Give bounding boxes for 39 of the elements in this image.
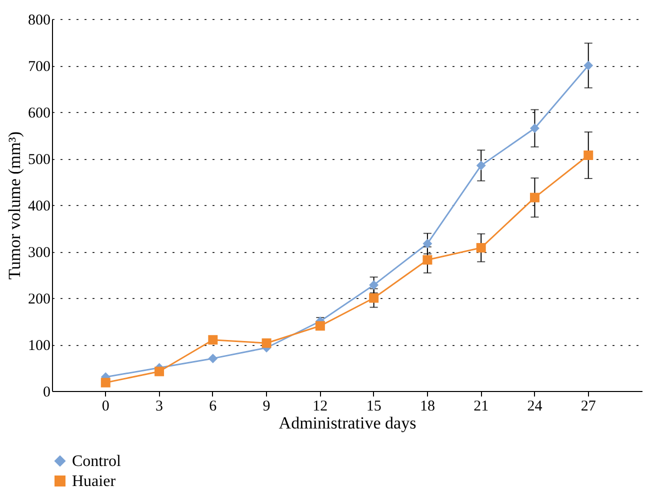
x-tick-label: 24 bbox=[527, 398, 543, 414]
x-tick-label: 0 bbox=[102, 398, 110, 414]
y-tick-label: 600 bbox=[28, 106, 50, 122]
y-tick-label: 200 bbox=[28, 292, 50, 308]
legend-label: Control bbox=[72, 453, 122, 470]
y-tick-label: 400 bbox=[28, 198, 50, 214]
y-tick-label: 700 bbox=[28, 59, 50, 75]
point bbox=[530, 192, 540, 202]
point bbox=[476, 160, 486, 170]
legend-label: Huaier bbox=[72, 473, 116, 490]
point bbox=[262, 338, 272, 348]
x-tick-label: 21 bbox=[474, 398, 489, 414]
y-tick-label: 500 bbox=[28, 152, 50, 168]
point bbox=[369, 293, 379, 303]
x-tick-label: 18 bbox=[420, 398, 435, 414]
y-tick-label: 0 bbox=[43, 384, 50, 400]
point bbox=[208, 335, 218, 345]
point bbox=[530, 124, 540, 134]
y-tick-label: 100 bbox=[28, 338, 50, 354]
x-tick-label: 9 bbox=[262, 398, 270, 414]
x-tick-label: 6 bbox=[209, 398, 218, 414]
point bbox=[100, 378, 110, 388]
x-tick-label: 15 bbox=[366, 398, 382, 414]
point bbox=[422, 238, 432, 248]
y-axis-title: Tumor volume (mm³) bbox=[5, 131, 24, 280]
point bbox=[154, 366, 164, 376]
point bbox=[208, 354, 218, 364]
x-axis-title: Administrative days bbox=[278, 414, 416, 432]
x-tick-label: 3 bbox=[156, 398, 164, 414]
y-tick-label: 800 bbox=[28, 12, 50, 28]
point bbox=[315, 321, 325, 331]
x-tick-label: 27 bbox=[580, 398, 596, 414]
point bbox=[369, 280, 379, 290]
y-tick-label: 300 bbox=[28, 245, 50, 261]
point bbox=[476, 243, 486, 253]
point bbox=[584, 150, 594, 160]
point bbox=[584, 60, 594, 70]
x-tick-label: 12 bbox=[312, 398, 328, 414]
point bbox=[422, 255, 432, 265]
